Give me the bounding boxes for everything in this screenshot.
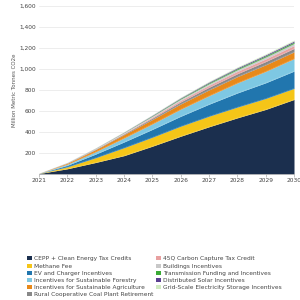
Legend: CEPP + Clean Energy Tax Credits, Methane Fee, EV and Charger Incentives, Incenti: CEPP + Clean Energy Tax Credits, Methane… — [27, 256, 282, 297]
Y-axis label: Million Metric Tonnes CO2e: Million Metric Tonnes CO2e — [12, 53, 17, 127]
